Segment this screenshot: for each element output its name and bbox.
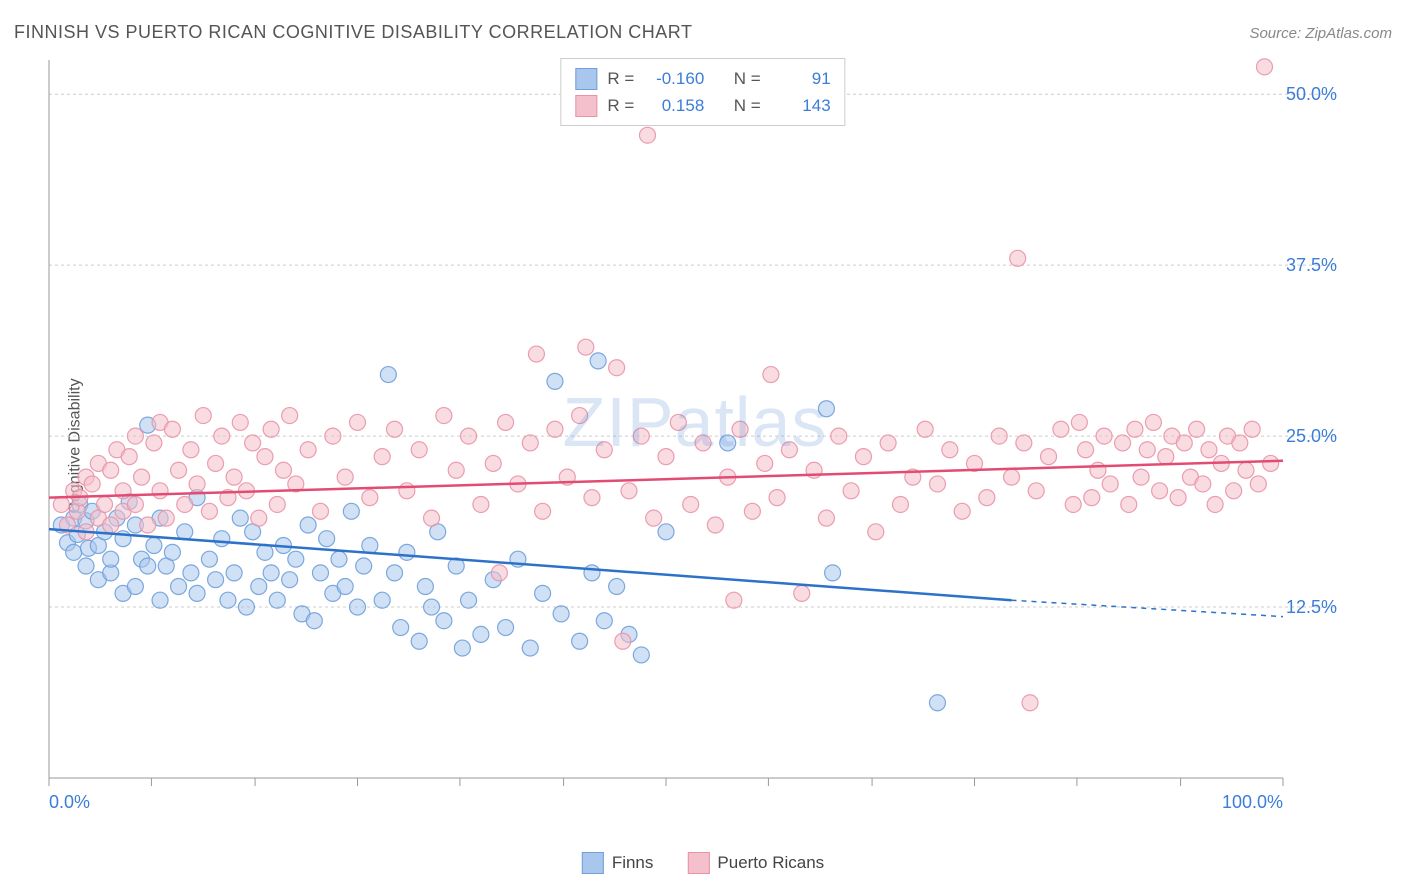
n-label: N = [734, 92, 761, 119]
legend-label: Puerto Ricans [717, 853, 824, 873]
n-label: N = [734, 65, 761, 92]
scatter-chart: 12.5%25.0%37.5%50.0%0.0%100.0% ZIPatlas [47, 58, 1343, 816]
n-value: 91 [771, 65, 831, 92]
correlation-legend: R = -0.160 N = 91R = 0.158 N = 143 [560, 58, 845, 126]
r-value: 0.158 [644, 92, 704, 119]
svg-text:50.0%: 50.0% [1286, 84, 1337, 104]
svg-text:25.0%: 25.0% [1286, 426, 1337, 446]
chart-svg: 12.5% 25.0% 37.5% 50.0% 0.0% 100.0% [47, 58, 1343, 816]
legend-swatch [575, 68, 597, 90]
svg-text:0.0%: 0.0% [49, 792, 90, 812]
r-value: -0.160 [644, 65, 704, 92]
n-value: 143 [771, 92, 831, 119]
legend-row: R = 0.158 N = 143 [575, 92, 830, 119]
legend-swatch [687, 852, 709, 874]
svg-text:12.5%: 12.5% [1286, 597, 1337, 617]
legend-item: Finns [582, 852, 654, 874]
chart-title: FINNISH VS PUERTO RICAN COGNITIVE DISABI… [14, 22, 692, 43]
legend-item: Puerto Ricans [687, 852, 824, 874]
svg-text:37.5%: 37.5% [1286, 255, 1337, 275]
legend-swatch [575, 95, 597, 117]
series-legend: Finns Puerto Ricans [582, 852, 824, 874]
r-label: R = [607, 92, 634, 119]
legend-swatch [582, 852, 604, 874]
svg-text:100.0%: 100.0% [1222, 792, 1283, 812]
r-label: R = [607, 65, 634, 92]
source-attribution: Source: ZipAtlas.com [1249, 25, 1392, 42]
legend-row: R = -0.160 N = 91 [575, 65, 830, 92]
legend-label: Finns [612, 853, 654, 873]
chart-header: FINNISH VS PUERTO RICAN COGNITIVE DISABI… [14, 22, 1392, 43]
